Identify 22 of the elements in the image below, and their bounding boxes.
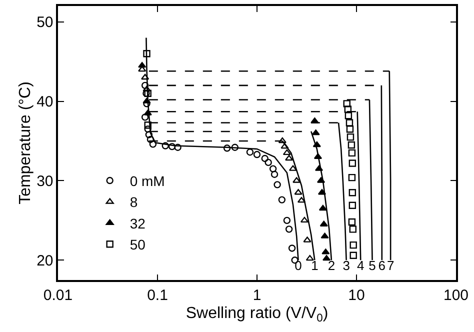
y-tick-label: 30 bbox=[36, 172, 54, 190]
x-axis-title: Swelling ratio (V/V$_{0}$) bbox=[186, 304, 328, 324]
series-label: 3 bbox=[342, 258, 350, 273]
series-label: 4 bbox=[357, 258, 364, 273]
series-label: 7 bbox=[386, 258, 394, 273]
y-tick-label: 50 bbox=[36, 14, 54, 32]
legend-label: 0 mM bbox=[130, 172, 165, 189]
series-label: 2 bbox=[328, 258, 336, 273]
series-label: 5 bbox=[368, 258, 376, 273]
x-tick-label: 0.01 bbox=[43, 286, 73, 304]
legend-label: 8 bbox=[130, 194, 138, 210]
y-tick-label: 20 bbox=[36, 252, 54, 270]
legend-label: 50 bbox=[130, 236, 146, 253]
x-tick-label: 10 bbox=[348, 286, 365, 304]
series-label: 1 bbox=[311, 258, 318, 273]
x-tick-label: 1 bbox=[252, 286, 262, 304]
series-label: 6 bbox=[378, 258, 386, 273]
legend-label: 32 bbox=[130, 215, 146, 232]
y-tick-label: 40 bbox=[36, 94, 54, 111]
y-axis-title: Temperature (°C) bbox=[16, 82, 34, 204]
x-tick-label: 100 bbox=[443, 286, 469, 304]
x-tick-label: 0.1 bbox=[147, 286, 168, 304]
